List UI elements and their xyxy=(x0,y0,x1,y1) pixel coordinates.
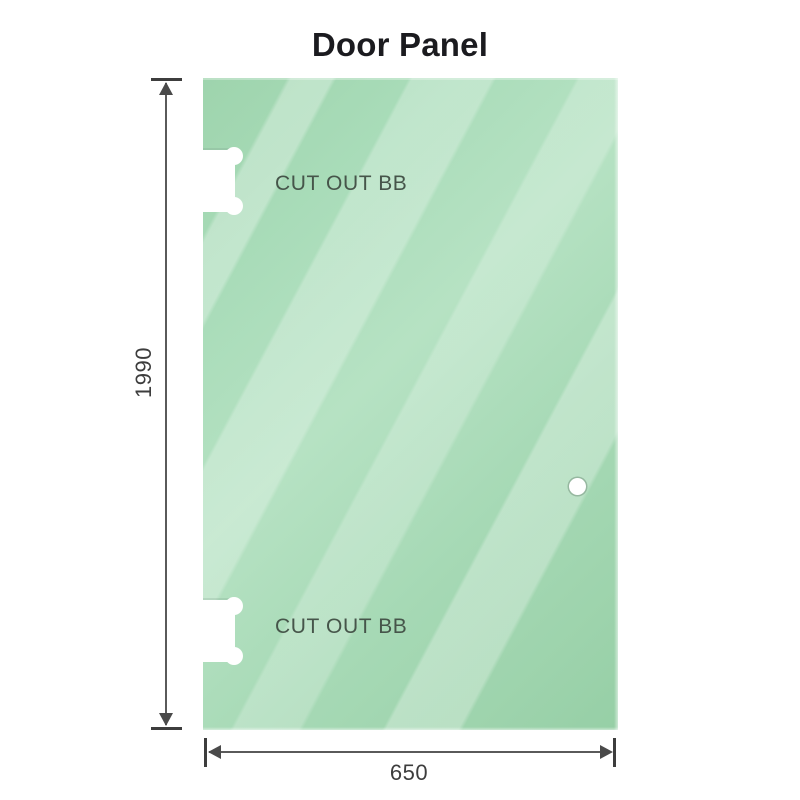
width-dimension-tick-left xyxy=(204,738,207,767)
panel-bottom-edge-highlight xyxy=(203,727,618,730)
cutout-notch-top-shadow xyxy=(203,148,235,151)
width-dimension-label: 650 xyxy=(389,760,429,785)
cutout-notch-top xyxy=(203,147,243,215)
width-dimension-arrow-right xyxy=(600,745,613,759)
cutout-label-bottom: CUT OUT BB xyxy=(275,615,408,638)
height-dimension-arrow-bottom xyxy=(159,713,173,726)
cutout-notch-top-lobe-upper xyxy=(225,147,243,165)
height-dimension-tick-bottom xyxy=(151,727,182,730)
cutout-notch-bottom-shadow xyxy=(203,598,235,601)
height-dimension-tick-top xyxy=(151,78,182,81)
height-dimension-arrow-top xyxy=(159,82,173,95)
width-dimension-arrow-left xyxy=(208,745,221,759)
height-dimension-label: 1990 xyxy=(131,347,156,398)
cutout-notch-bottom-lobe-lower xyxy=(225,647,243,665)
height-dimension-line xyxy=(165,83,167,725)
width-dimension-line xyxy=(209,751,609,753)
page-title: Door Panel xyxy=(311,26,489,63)
panel-top-edge-highlight xyxy=(203,78,618,80)
panel-right-edge-highlight xyxy=(614,78,618,730)
glass-surface xyxy=(203,78,618,730)
door-panel: CUT OUT BB CUT OUT BB xyxy=(203,78,618,730)
cutout-label-top: CUT OUT BB xyxy=(275,172,408,195)
width-dimension-tick-right xyxy=(613,738,616,767)
handle-hole xyxy=(569,478,586,495)
cutout-notch-top-lobe-lower xyxy=(225,197,243,215)
cutout-notch-bottom-lobe-upper xyxy=(225,597,243,615)
cutout-notch-bottom xyxy=(203,597,243,665)
